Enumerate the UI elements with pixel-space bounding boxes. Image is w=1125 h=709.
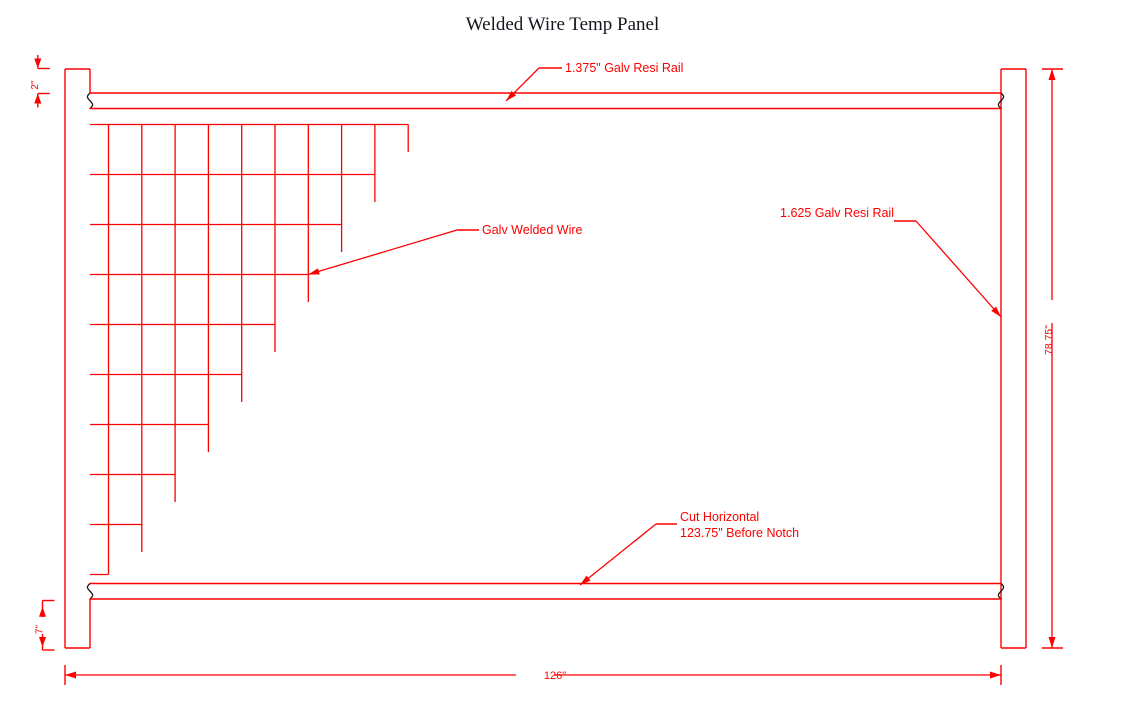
svg-text:1.625 Galv Resi Rail: 1.625 Galv Resi Rail (780, 206, 894, 220)
svg-text:2": 2" (30, 80, 41, 90)
svg-text:78.75": 78.75" (1043, 325, 1055, 355)
svg-text:123.75" Before Notch: 123.75" Before Notch (680, 526, 799, 540)
svg-text:Galv Welded Wire: Galv Welded Wire (482, 223, 583, 237)
svg-text:7": 7" (35, 625, 46, 635)
svg-text:1.375" Galv Resi Rail: 1.375" Galv Resi Rail (565, 61, 683, 75)
svg-text:Cut Horizontal: Cut Horizontal (680, 510, 759, 524)
svg-text:126": 126" (544, 670, 566, 682)
